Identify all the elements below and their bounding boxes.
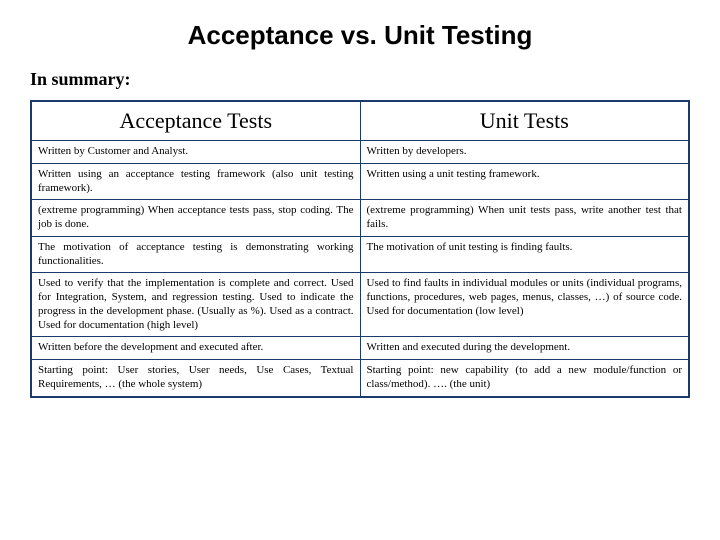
table-row: Written using an acceptance testing fram…	[31, 163, 689, 200]
table-row: The motivation of acceptance testing is …	[31, 236, 689, 273]
table-row: Used to verify that the implementation i…	[31, 273, 689, 337]
cell-right: (extreme programming) When unit tests pa…	[360, 200, 689, 237]
cell-right: Written by developers.	[360, 141, 689, 164]
col-header-acceptance: Acceptance Tests	[31, 101, 360, 141]
page-title: Acceptance vs. Unit Testing	[30, 20, 690, 51]
table-row: Written before the development and execu…	[31, 337, 689, 360]
cell-right: Written and executed during the developm…	[360, 337, 689, 360]
table-header-row: Acceptance Tests Unit Tests	[31, 101, 689, 141]
cell-left: (extreme programming) When acceptance te…	[31, 200, 360, 237]
cell-right: Written using a unit testing framework.	[360, 163, 689, 200]
comparison-table: Acceptance Tests Unit Tests Written by C…	[30, 100, 690, 398]
cell-right: The motivation of unit testing is findin…	[360, 236, 689, 273]
col-header-unit: Unit Tests	[360, 101, 689, 141]
cell-left: Written using an acceptance testing fram…	[31, 163, 360, 200]
table-row: Written by Customer and Analyst. Written…	[31, 141, 689, 164]
cell-left: Used to verify that the implementation i…	[31, 273, 360, 337]
table-row: (extreme programming) When acceptance te…	[31, 200, 689, 237]
summary-label: In summary:	[30, 69, 690, 90]
cell-right: Starting point: new capability (to add a…	[360, 360, 689, 397]
cell-left: Starting point: User stories, User needs…	[31, 360, 360, 397]
cell-left: Written before the development and execu…	[31, 337, 360, 360]
cell-left: The motivation of acceptance testing is …	[31, 236, 360, 273]
table-row: Starting point: User stories, User needs…	[31, 360, 689, 397]
cell-left: Written by Customer and Analyst.	[31, 141, 360, 164]
cell-right: Used to find faults in individual module…	[360, 273, 689, 337]
